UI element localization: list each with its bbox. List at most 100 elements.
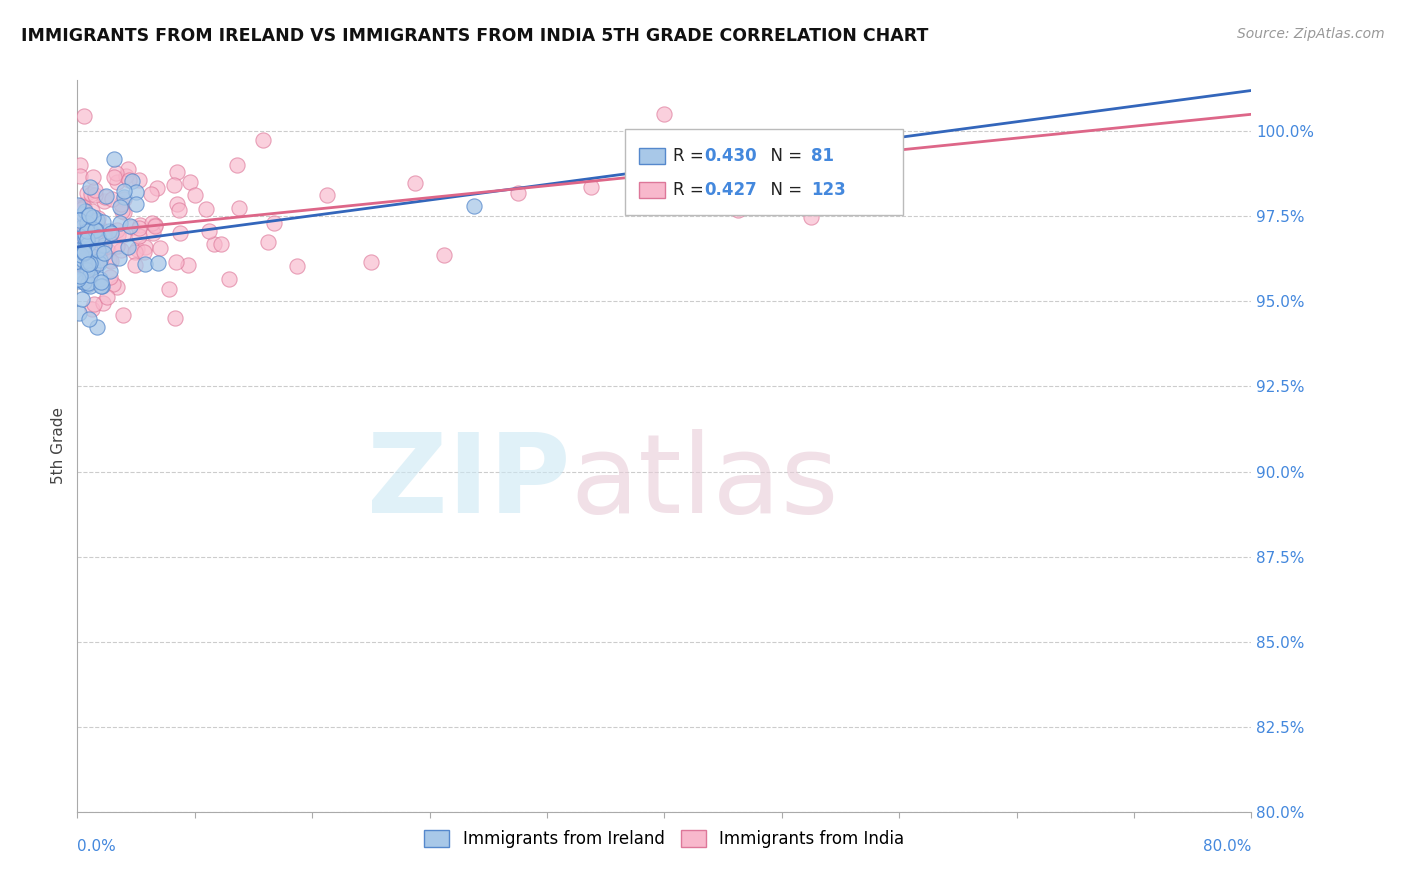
Point	[75, 237, 97, 252]
Point	[143, 218, 166, 232]
Point	[84, 183, 107, 197]
Point	[77, 227, 100, 242]
Point	[77, 311, 100, 326]
Point	[86, 242, 108, 256]
Point	[83, 297, 105, 311]
Point	[70, 292, 93, 306]
Point	[121, 220, 143, 235]
Point	[125, 186, 148, 200]
Point	[80, 232, 103, 246]
Point	[73, 245, 96, 260]
Point	[97, 244, 120, 259]
Point	[70, 200, 93, 214]
Point	[184, 188, 207, 202]
Point	[118, 173, 141, 187]
Point	[90, 228, 112, 243]
Point	[86, 254, 108, 268]
Point	[124, 258, 146, 272]
Point	[90, 279, 112, 293]
Point	[141, 227, 163, 241]
Point	[165, 255, 187, 269]
Point	[263, 216, 285, 230]
Point	[86, 213, 108, 227]
Text: 81: 81	[811, 147, 834, 165]
Point	[100, 254, 122, 268]
Point	[404, 176, 426, 190]
Point	[76, 232, 98, 246]
Point	[100, 227, 122, 241]
Point	[67, 244, 90, 258]
Point	[69, 271, 91, 285]
Point	[103, 170, 125, 185]
Point	[165, 310, 187, 325]
Point	[86, 231, 108, 245]
Point	[70, 202, 93, 216]
Point	[79, 266, 101, 280]
Point	[76, 224, 98, 238]
Point	[89, 272, 111, 286]
Point	[287, 259, 309, 273]
Point	[124, 245, 146, 260]
Point	[77, 208, 100, 222]
Point	[110, 243, 132, 257]
Point	[67, 198, 90, 212]
Point	[82, 260, 104, 275]
Point	[125, 197, 148, 211]
Point	[360, 255, 382, 269]
Text: R =: R =	[673, 181, 709, 200]
Point	[70, 211, 93, 225]
Point	[77, 237, 100, 252]
Point	[105, 279, 128, 293]
Point	[117, 240, 139, 254]
Point	[110, 197, 132, 211]
Point	[83, 214, 105, 228]
Point	[166, 165, 188, 179]
Point	[141, 216, 163, 230]
Point	[129, 218, 152, 232]
Point	[111, 227, 134, 242]
Point	[67, 232, 90, 246]
Point	[73, 275, 96, 289]
Point	[77, 259, 100, 273]
Point	[72, 207, 94, 221]
Point	[107, 227, 129, 242]
Point	[112, 309, 135, 323]
Point	[69, 255, 91, 269]
Point	[72, 198, 94, 212]
Point	[105, 174, 128, 188]
Point	[128, 221, 150, 235]
Point	[86, 230, 108, 244]
Point	[108, 251, 131, 265]
Point	[177, 258, 200, 272]
Point	[79, 255, 101, 269]
Point	[73, 275, 96, 289]
Point	[228, 201, 250, 215]
Point	[112, 184, 135, 198]
Point	[90, 278, 112, 293]
Text: Source: ZipAtlas.com: Source: ZipAtlas.com	[1237, 27, 1385, 41]
Point	[67, 306, 90, 320]
Point	[79, 179, 101, 194]
Point	[69, 268, 91, 283]
Point	[79, 219, 101, 234]
Point	[86, 319, 108, 334]
Point	[86, 215, 108, 229]
Point	[98, 224, 121, 238]
Point	[654, 107, 676, 121]
Point	[98, 270, 121, 285]
Point	[76, 235, 98, 249]
Point	[163, 178, 186, 193]
Point	[433, 248, 456, 262]
Point	[72, 226, 94, 240]
Point	[146, 256, 169, 270]
Point	[91, 215, 114, 229]
Point	[195, 202, 218, 216]
Point	[146, 181, 169, 195]
Point	[82, 302, 104, 317]
Point	[73, 230, 96, 244]
Point	[67, 213, 90, 227]
Point	[87, 233, 110, 247]
Point	[89, 251, 111, 265]
Point	[117, 161, 139, 176]
Point	[69, 169, 91, 184]
